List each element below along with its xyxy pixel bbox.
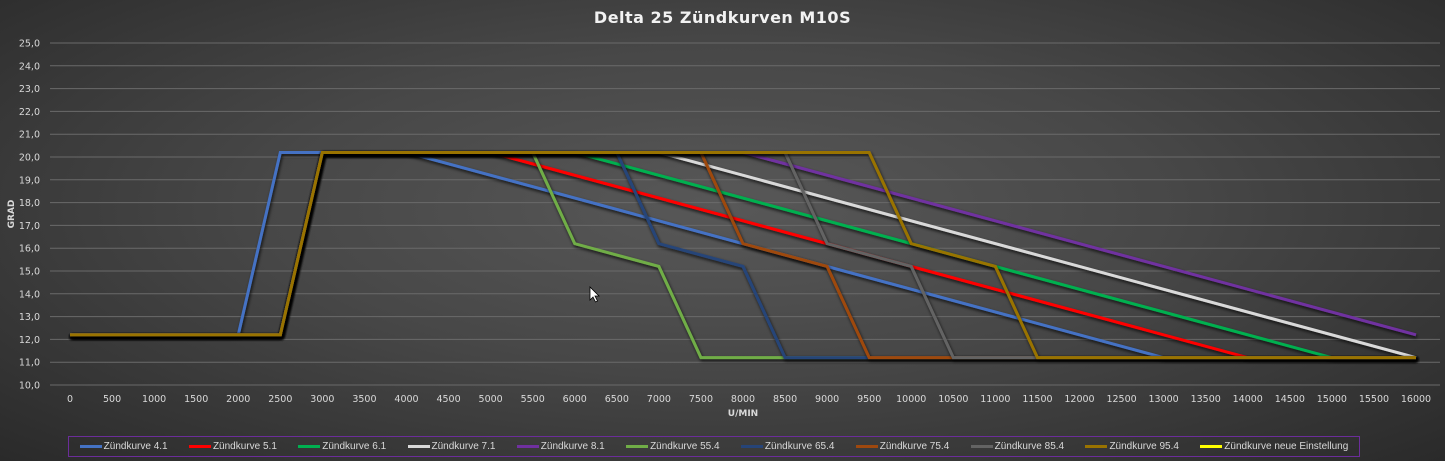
legend-swatch [298, 445, 321, 448]
x-tick-label: 1500 [184, 394, 208, 405]
x-tick-label: 15500 [1359, 394, 1389, 405]
x-axis-ticks: 0 500 1000 1500 2000 2500 3000 3500 4000 4500 5000… [67, 394, 1431, 405]
y-tick-label: 22,0 [19, 107, 40, 118]
legend-label: Zündkurve 6.1 [322, 441, 387, 452]
x-tick-label: 10000 [896, 394, 926, 405]
x-tick-label: 12500 [1106, 394, 1136, 405]
legend-swatch [407, 445, 430, 448]
legend-swatch [1085, 445, 1108, 448]
y-tick-label: 17,0 [19, 221, 40, 232]
y-tick-label: 12,0 [19, 335, 40, 346]
x-tick-label: 11500 [1022, 394, 1052, 405]
legend-item: Zündkurve 6.1 [298, 441, 386, 452]
x-tick-label: 9000 [815, 394, 839, 405]
x-tick-label: 13000 [1149, 394, 1179, 405]
legend-swatch [740, 445, 763, 448]
x-tick-label: 3500 [352, 394, 376, 405]
y-tick-label: 21,0 [19, 130, 40, 141]
legend-swatch [970, 445, 993, 448]
legend-swatch [516, 445, 539, 448]
x-tick-label: 2000 [226, 394, 250, 405]
legend-swatch [79, 445, 102, 448]
legend-swatch [855, 445, 878, 448]
legend-label: Zündkurve 5.1 [212, 441, 277, 452]
y-tick-label: 13,0 [19, 312, 40, 323]
y-tick-label: 18,0 [19, 198, 40, 209]
legend-swatch [626, 445, 649, 448]
legend-label: Zündkurve 65.4 [764, 441, 835, 452]
x-tick-label: 11000 [980, 394, 1010, 405]
series-lines [70, 150, 1417, 360]
x-tick-label: 15000 [1317, 394, 1347, 405]
x-tick-label: 14000 [1233, 394, 1263, 405]
legend-label: Zündkurve 75.4 [879, 441, 950, 452]
gridlines [50, 42, 1440, 386]
y-tick-label: 24,0 [19, 61, 40, 72]
legend-label: Zündkurve neue Einstellung [1224, 441, 1349, 452]
legend-label: Zündkurve 55.4 [650, 441, 720, 452]
x-tick-label: 14500 [1275, 394, 1305, 405]
legend-item: Zündkurve 5.1 [188, 441, 277, 452]
chart-title: Delta 25 Zündkurven M10S [593, 8, 852, 27]
legend-item: Zündkurve 95.4 [1085, 441, 1179, 452]
x-tick-label: 8000 [731, 394, 755, 405]
y-tick-label: 15,0 [19, 267, 40, 278]
x-tick-label: 7500 [689, 394, 713, 405]
y-tick-label: 25,0 [19, 39, 40, 50]
legend-label: Zündkurve 85.4 [994, 441, 1065, 452]
x-tick-label: 13500 [1191, 394, 1221, 405]
y-tick-label: 11,0 [19, 358, 40, 369]
y-tick-label: 10,0 [19, 381, 40, 392]
x-tick-label: 8500 [773, 394, 797, 405]
x-tick-label: 9500 [857, 394, 881, 405]
y-axis-ticks: 10,0 11,0 12,0 13,0 14,0 15,0 16,0 17,0 18,0 19,0… [19, 39, 40, 392]
y-tick-label: 16,0 [19, 244, 40, 255]
y-tick-label: 14,0 [19, 289, 40, 300]
legend-item: Zündkurve 65.4 [740, 441, 835, 452]
x-tick-label: 4000 [394, 394, 418, 405]
legend-item: Zündkurve neue Einstellung [1200, 441, 1348, 452]
legend-label: Zündkurve 4.1 [103, 441, 168, 452]
chart-legend: Zündkurve 4.1 Zündkurve 5.1 Zündkurve 6.1 Z… [68, 436, 1360, 457]
x-tick-label: 6000 [563, 394, 587, 405]
x-axis-label: U/MIN [728, 409, 758, 419]
legend-swatch [188, 445, 211, 448]
x-tick-label: 12000 [1064, 394, 1094, 405]
x-tick-label: 7000 [647, 394, 671, 405]
mouse-cursor-icon [589, 286, 600, 303]
y-tick-label: 19,0 [19, 175, 40, 186]
x-tick-label: 0 [67, 394, 73, 405]
x-tick-label: 500 [103, 394, 121, 405]
y-tick-label: 23,0 [19, 84, 40, 95]
x-tick-label: 3000 [310, 394, 334, 405]
legend-item: Zündkurve 7.1 [407, 441, 496, 452]
x-tick-label: 5500 [521, 394, 545, 405]
legend-label: Zündkurve 95.4 [1109, 441, 1179, 452]
x-tick-label: 16000 [1401, 394, 1431, 405]
x-tick-label: 2500 [268, 394, 292, 405]
x-tick-label: 6500 [605, 394, 629, 405]
legend-item: Zündkurve 55.4 [626, 441, 720, 452]
legend-swatch [1200, 445, 1223, 448]
legend-item: Zündkurve 85.4 [970, 441, 1065, 452]
legend-item: Zündkurve 8.1 [516, 441, 605, 452]
legend-item: Zündkurve 4.1 [79, 441, 168, 452]
x-tick-label: 1000 [142, 394, 166, 405]
y-axis-label: GRAD [7, 200, 17, 229]
series-line-z-ndkurve-95-4 [70, 150, 1416, 360]
x-tick-label: 5000 [479, 394, 503, 405]
x-tick-label: 4500 [436, 394, 460, 405]
legend-label: Zündkurve 8.1 [540, 441, 605, 452]
y-tick-label: 20,0 [19, 153, 40, 164]
legend-label: Zündkurve 7.1 [431, 441, 496, 452]
x-tick-label: 10500 [938, 394, 968, 405]
legend-item: Zündkurve 75.4 [855, 441, 950, 452]
